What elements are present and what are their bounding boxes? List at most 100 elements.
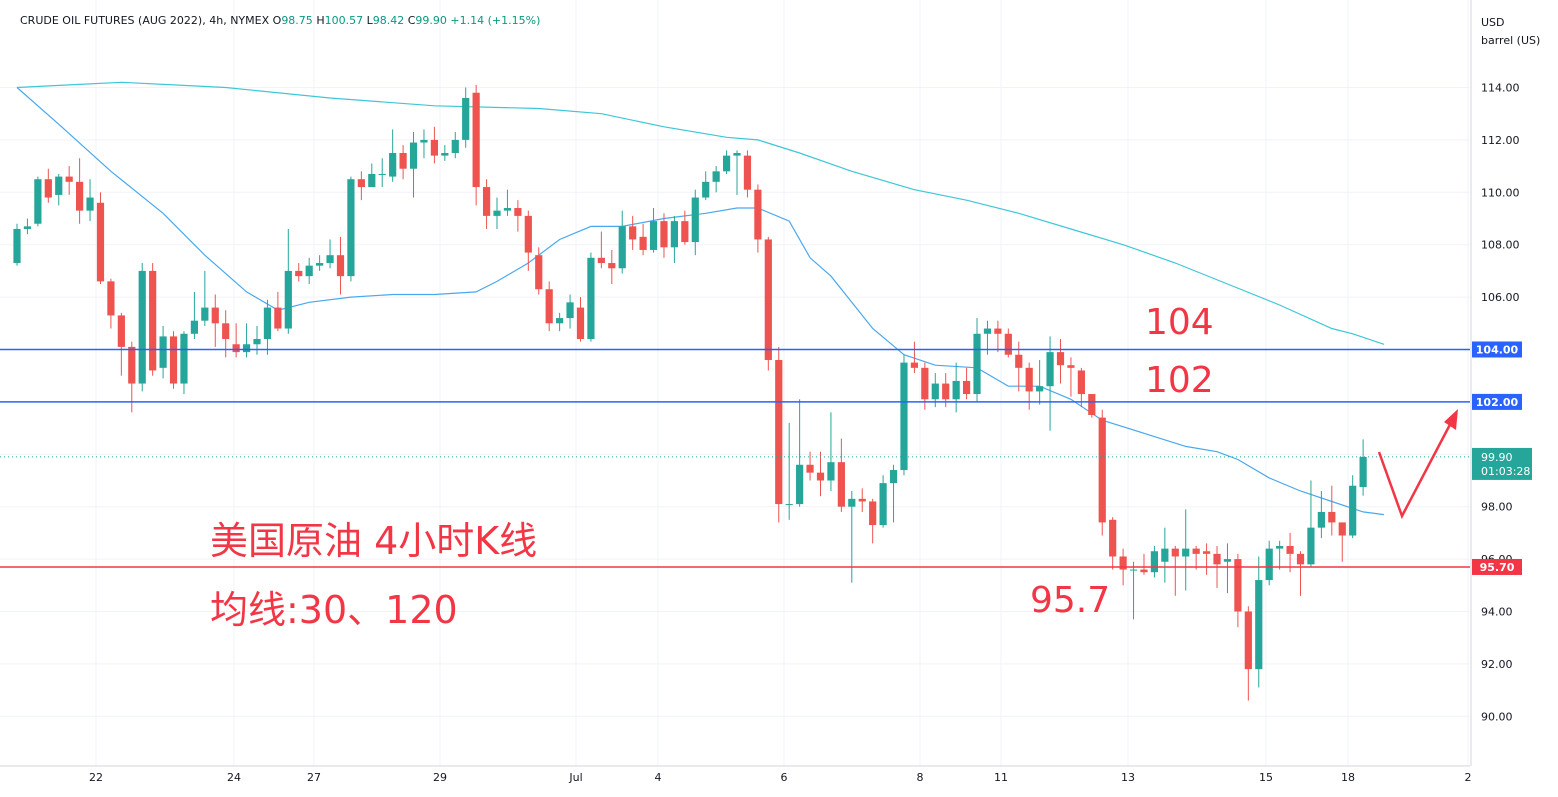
candle	[222, 310, 230, 358]
candle	[733, 150, 741, 195]
candle-body	[806, 464, 814, 473]
candle	[128, 341, 136, 413]
candle	[1255, 556, 1263, 688]
candle	[482, 179, 491, 229]
candle-body	[44, 179, 52, 198]
candle-body	[910, 362, 919, 368]
candle	[910, 341, 919, 374]
candle	[889, 464, 898, 523]
candle	[420, 129, 428, 159]
candle	[211, 294, 219, 347]
candle	[1276, 540, 1284, 570]
candle-body	[462, 97, 470, 140]
candle	[1140, 553, 1148, 575]
candle-body	[23, 226, 32, 229]
candle-body	[1317, 511, 1325, 528]
candle-body	[357, 179, 365, 188]
y-tick-label: 108.00	[1481, 239, 1520, 252]
candle	[712, 166, 720, 193]
annotations: 美国原油 4小时K线 均线:30、120 104 102 95.7	[210, 302, 1214, 632]
candle	[1171, 546, 1179, 596]
candle-body	[1234, 559, 1242, 612]
candle	[691, 189, 699, 256]
ma120-line	[16, 81, 1385, 345]
candle-body	[1067, 365, 1075, 368]
candle-body	[305, 265, 313, 277]
candle	[159, 325, 167, 379]
candle-body	[1129, 569, 1138, 571]
x-tick-label: 22	[89, 771, 103, 784]
candle	[232, 323, 240, 358]
candle	[618, 210, 626, 274]
candle-body	[96, 202, 105, 282]
candle	[1056, 339, 1065, 384]
candle-body	[712, 171, 720, 182]
candle-body	[389, 153, 397, 177]
candle	[96, 192, 105, 284]
price-tag-bg	[1472, 558, 1522, 575]
close-label: C	[407, 14, 416, 27]
annotation-arrow	[1377, 409, 1458, 520]
candle-body	[660, 221, 668, 248]
change-value: +1.14 (+1.15%)	[450, 14, 541, 27]
last-price-tag-bg	[1472, 447, 1532, 480]
candle	[524, 210, 532, 271]
candle	[472, 84, 480, 206]
candle-body	[545, 289, 553, 324]
x-tick-label: Jul	[568, 771, 582, 784]
candle-body	[1077, 370, 1085, 395]
candle	[503, 189, 512, 216]
candle-body	[514, 208, 522, 216]
candle-body	[1307, 527, 1315, 565]
candle-body	[284, 270, 292, 329]
candle-body	[451, 139, 459, 153]
candle	[722, 150, 731, 174]
candle-body	[76, 181, 84, 211]
axis-units: USD barrel (US)	[1481, 14, 1540, 50]
candle-body	[639, 236, 647, 250]
chart-grid	[0, 0, 1470, 766]
x-tick-label: 18	[1341, 771, 1355, 784]
candle-body	[775, 359, 783, 505]
candle-body	[1036, 386, 1044, 392]
candle-body	[316, 263, 324, 266]
candle-body	[754, 189, 762, 240]
candle	[1328, 485, 1336, 536]
x-tick-label: 8	[917, 771, 924, 784]
candle-body	[879, 483, 887, 526]
candle	[649, 208, 658, 253]
candle	[368, 163, 376, 188]
x-tick-label: 24	[227, 771, 241, 784]
candle	[785, 422, 793, 520]
candle-body	[994, 328, 1002, 334]
unit-label: barrel (US)	[1481, 34, 1541, 47]
time-axis: 22 24 27 29 Jul 4 6 8 11 13 15 18 2	[0, 765, 1472, 784]
candle-body	[347, 179, 355, 277]
arrow-head	[1444, 409, 1458, 430]
candle-body	[1098, 417, 1106, 523]
candle-body	[13, 228, 21, 264]
candle-body	[34, 179, 42, 224]
annotation-title-line2: 均线:30、120	[210, 588, 458, 632]
candle-body	[556, 318, 564, 324]
symbol-header[interactable]: CRUDE OIL FUTURES (AUG 2022), 4h, NYMEX …	[20, 14, 541, 27]
candle-body	[242, 344, 251, 353]
candle	[305, 257, 313, 284]
candle-body	[535, 255, 543, 290]
candle	[23, 218, 32, 235]
candle	[848, 490, 856, 583]
candle	[34, 176, 42, 227]
arrow-line	[1377, 414, 1457, 520]
candle-body	[629, 226, 637, 240]
candle	[1265, 540, 1273, 586]
candle	[493, 197, 501, 229]
candle	[764, 236, 772, 371]
candle-body	[1265, 548, 1273, 581]
x-tick-label: 15	[1259, 771, 1273, 784]
open-value: 98.75	[281, 14, 313, 27]
candle-body	[1359, 456, 1367, 488]
candle-body	[180, 333, 188, 384]
candle	[55, 173, 63, 206]
candle	[13, 223, 21, 266]
